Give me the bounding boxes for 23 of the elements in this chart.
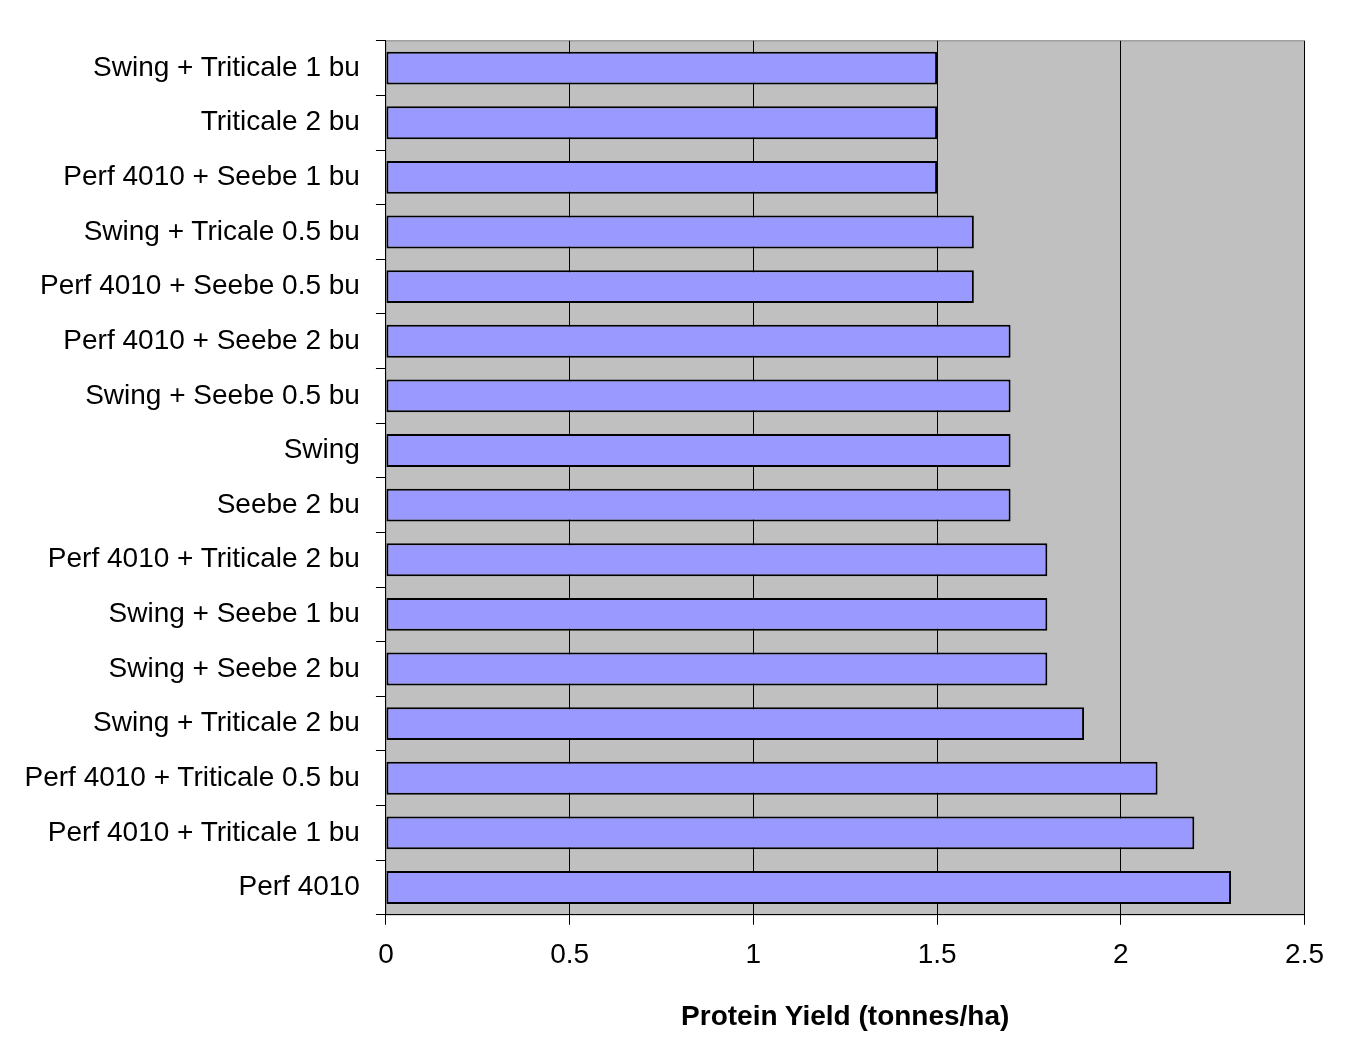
y-tick-label: Swing + Seebe 2 bu — [108, 651, 360, 683]
y-tick-label: Perf 4010 — [238, 870, 360, 902]
y-tick-label: Swing + Triticale 2 bu — [93, 706, 360, 738]
y-tick-label: Perf 4010 + Triticale 2 bu — [47, 542, 360, 574]
x-tick-label: 0 — [378, 938, 394, 970]
y-tick-label: Swing — [283, 433, 360, 465]
y-tick-label: Perf 4010 + Seebe 1 bu — [63, 160, 360, 192]
y-tick-label: Swing + Tricale 0.5 bu — [83, 214, 360, 246]
y-tick-label: Seebe 2 bu — [216, 487, 360, 519]
x-tick-label: 1 — [745, 938, 762, 970]
x-tick-label: 0.5 — [550, 938, 590, 970]
y-tick-label: Swing + Triticale 1 bu — [93, 50, 360, 82]
y-tick-label: Perf 4010 + Seebe 2 bu — [63, 323, 360, 355]
y-tick-label: Swing + Seebe 1 bu — [108, 597, 360, 629]
x-axis-title: Protein Yield (tonnes/ha) — [681, 999, 1010, 1031]
y-tick-label: Perf 4010 + Seebe 0.5 bu — [40, 269, 360, 301]
x-tick-label: 2 — [1113, 938, 1129, 970]
x-tick-label: 2.5 — [1285, 938, 1325, 970]
y-tick-label: Perf 4010 + Triticale 0.5 bu — [24, 760, 360, 792]
y-tick-label: Triticale 2 bu — [200, 105, 360, 137]
y-tick-label: Swing + Seebe 0.5 bu — [85, 378, 360, 410]
y-tick-label: Perf 4010 + Triticale 1 bu — [47, 815, 360, 847]
x-tick-label: 1.5 — [917, 938, 957, 970]
